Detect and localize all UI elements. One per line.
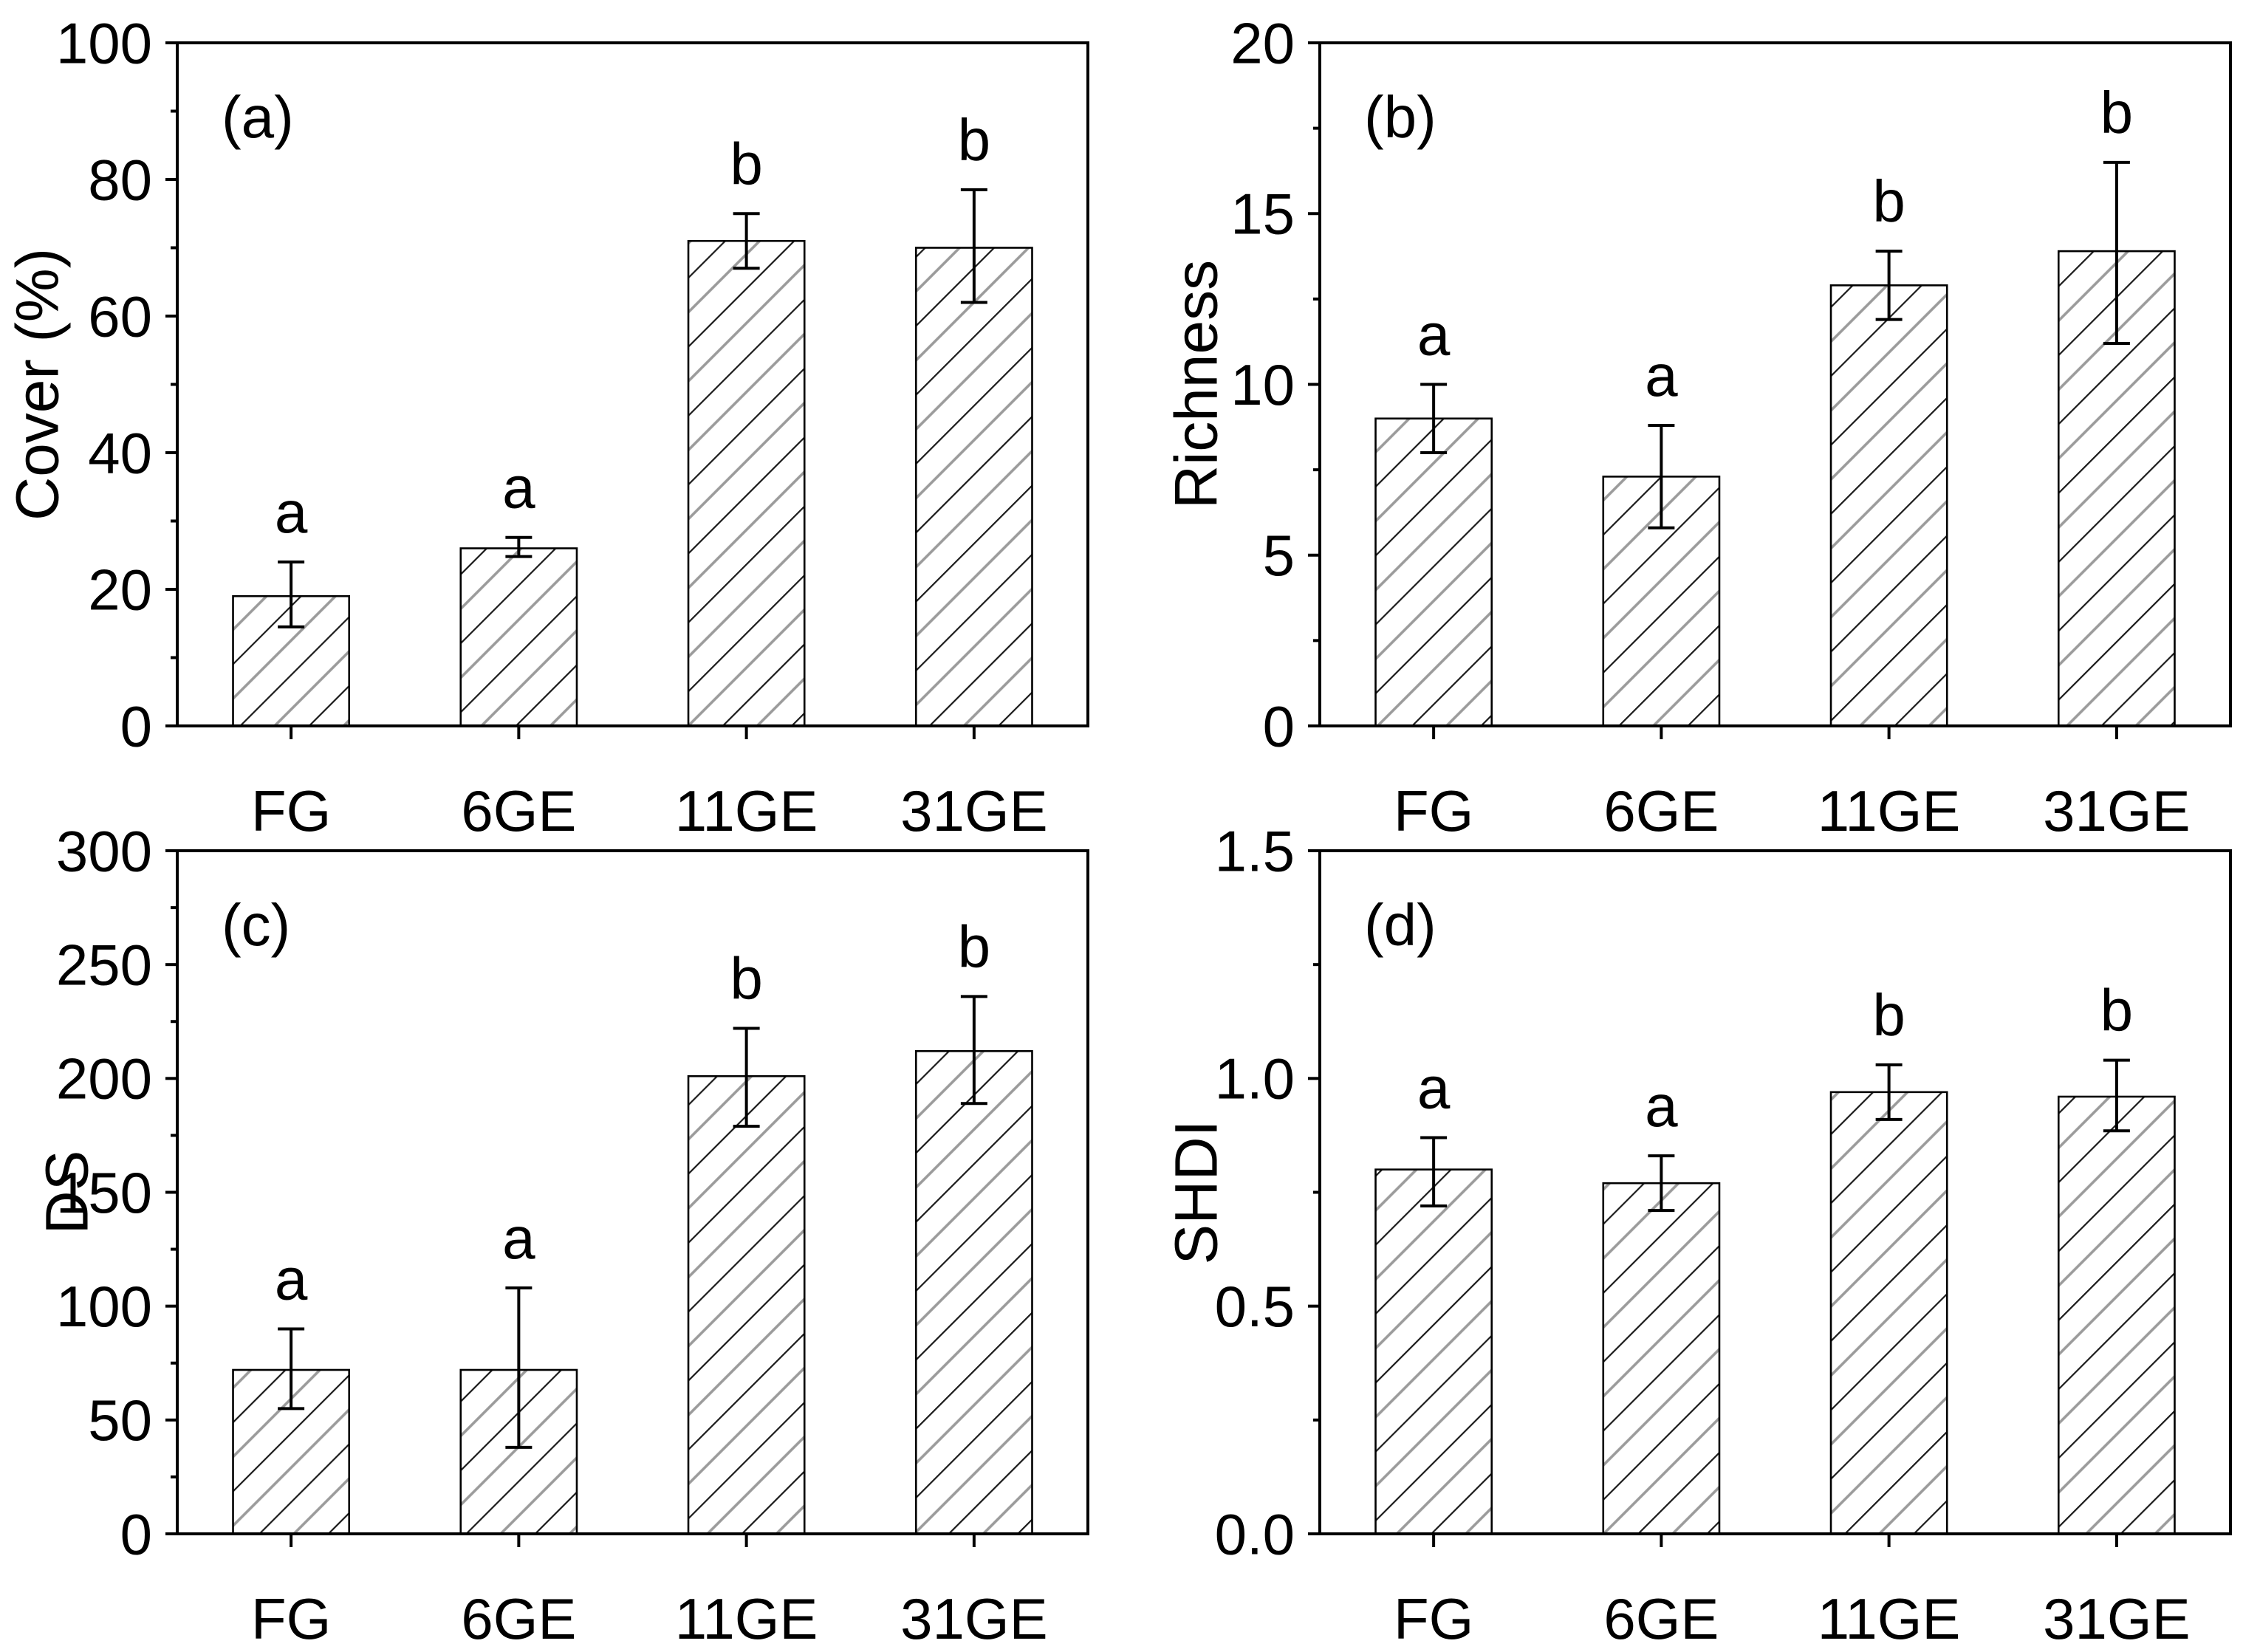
y-tick-label: 60: [88, 284, 152, 349]
panel-b: a FG a 6GE b 11GE b 31GE 0 5 10 15 20 (b) Richness: [1163, 10, 2232, 843]
sig-letter-31GE: b: [958, 914, 991, 979]
bar-6GE: [1602, 1182, 1721, 1535]
panel-d: a FG a 6GE b 11GE b 31GE 0.0 0.5 1.0 1.5 (d) SHDI: [1163, 818, 2232, 1651]
y-tick-label: 20: [88, 557, 152, 622]
sig-letter-FG: a: [275, 479, 308, 545]
bar-FG: [1374, 1168, 1493, 1535]
y-tick-label: 0.0: [1215, 1501, 1295, 1566]
bar-31GE: [914, 1050, 1033, 1535]
y-tick-label: 15: [1230, 182, 1295, 247]
sig-letter-FG: a: [1417, 1055, 1451, 1121]
sig-letter-31GE: b: [958, 107, 991, 173]
sig-letter-11GE: b: [730, 131, 763, 196]
sig-letter-6GE: a: [502, 455, 535, 521]
bar-11GE: [687, 1075, 806, 1535]
y-tick-label: 50: [88, 1388, 152, 1453]
y-tick-label: 250: [56, 932, 152, 997]
sig-letter-31GE: b: [2100, 978, 2134, 1043]
y-tick-label: 1.5: [1215, 818, 1295, 883]
x-tick-label-11GE: 11GE: [675, 778, 818, 843]
y-tick-label: 150: [56, 1160, 152, 1225]
x-tick-label-11GE: 11GE: [1818, 1586, 1961, 1651]
bar-11GE: [1829, 1091, 1948, 1535]
y-tick-label: 10: [1230, 352, 1295, 417]
error-bar-11GE: [733, 212, 760, 270]
x-tick-label-31GE: 31GE: [900, 1586, 1047, 1651]
sig-letter-11GE: b: [730, 946, 763, 1012]
y-tick-label: 1.0: [1215, 1046, 1295, 1111]
bar-6GE: [459, 547, 578, 727]
sig-letter-6GE: a: [502, 1205, 535, 1271]
y-tick-label: 100: [56, 1274, 152, 1339]
y-tick-label: 40: [88, 420, 152, 485]
bar-31GE: [2057, 1095, 2176, 1535]
x-tick-label-6GE: 6GE: [1603, 1586, 1719, 1651]
y-axis-title: Cover (%): [4, 248, 72, 521]
error-bar-31GE: [960, 188, 987, 304]
x-tick-label-11GE: 11GE: [1818, 778, 1961, 843]
bar-11GE: [687, 239, 806, 727]
x-tick-label-FG: FG: [251, 1586, 331, 1651]
panel-letter: (b): [1364, 84, 1436, 150]
x-tick-label-FG: FG: [251, 778, 331, 843]
y-tick-label: 0: [120, 693, 152, 758]
y-tick-label: 300: [56, 818, 152, 883]
y-axis-title: SHDI: [1163, 1120, 1230, 1265]
error-bar-31GE: [2103, 160, 2130, 345]
error-bar-FG: [1420, 383, 1448, 454]
error-bar-FG: [1420, 1136, 1448, 1207]
y-axis-title: DS: [34, 1151, 101, 1235]
panel-letter: (c): [222, 892, 290, 958]
y-tick-label: 5: [1263, 523, 1295, 588]
x-tick-label-6GE: 6GE: [461, 1586, 576, 1651]
x-tick-label-6GE: 6GE: [1603, 778, 1719, 843]
x-tick-label-31GE: 31GE: [900, 778, 1047, 843]
sig-letter-6GE: a: [1645, 343, 1678, 408]
error-bar-6GE: [1648, 424, 1675, 529]
y-axis-title: Richness: [1163, 260, 1230, 509]
sig-letter-11GE: b: [1872, 168, 1905, 234]
y-tick-label: 0: [1263, 693, 1295, 758]
sig-letter-31GE: b: [2100, 80, 2134, 145]
error-bar-31GE: [960, 995, 987, 1106]
bar-FG: [1374, 417, 1493, 727]
x-tick-label-6GE: 6GE: [461, 778, 576, 843]
error-bar-11GE: [1875, 1063, 1903, 1121]
error-bar-11GE: [1875, 250, 1903, 321]
sig-letter-6GE: a: [1645, 1073, 1678, 1139]
y-tick-label: 20: [1230, 10, 1295, 75]
y-tick-label: 80: [88, 147, 152, 212]
y-tick-label: 200: [56, 1046, 152, 1111]
error-bar-11GE: [733, 1026, 760, 1128]
panel-letter: (a): [222, 84, 294, 150]
error-bar-FG: [278, 1327, 305, 1411]
error-bar-6GE: [505, 1286, 533, 1449]
x-tick-label-31GE: 31GE: [2043, 1586, 2190, 1651]
y-tick-label: 100: [56, 10, 152, 75]
sig-letter-FG: a: [275, 1247, 308, 1312]
panel-c: a FG a 6GE b 11GE b 31GE 0 50 100 150 200 250 300 (c) DS: [34, 818, 1089, 1651]
sig-letter-11GE: b: [1872, 982, 1905, 1048]
sig-letter-FG: a: [1417, 302, 1451, 368]
error-bar-6GE: [1648, 1154, 1675, 1213]
x-tick-label-FG: FG: [1394, 778, 1473, 843]
y-tick-label: 0.5: [1215, 1274, 1295, 1339]
bar-11GE: [1829, 284, 1948, 727]
panel-letter: (d): [1364, 892, 1436, 958]
x-tick-label-FG: FG: [1394, 1586, 1473, 1651]
error-bar-FG: [278, 561, 305, 628]
error-bar-31GE: [2103, 1058, 2130, 1133]
x-tick-label-31GE: 31GE: [2043, 778, 2190, 843]
x-tick-label-11GE: 11GE: [675, 1586, 818, 1651]
bar-31GE: [914, 247, 1033, 727]
panel-a: a FG a 6GE b 11GE b 31GE 0 20 40 60 80 100 (a) Cover (%…: [4, 10, 1089, 843]
error-bar-6GE: [505, 535, 533, 558]
y-tick-label: 0: [120, 1501, 152, 1566]
